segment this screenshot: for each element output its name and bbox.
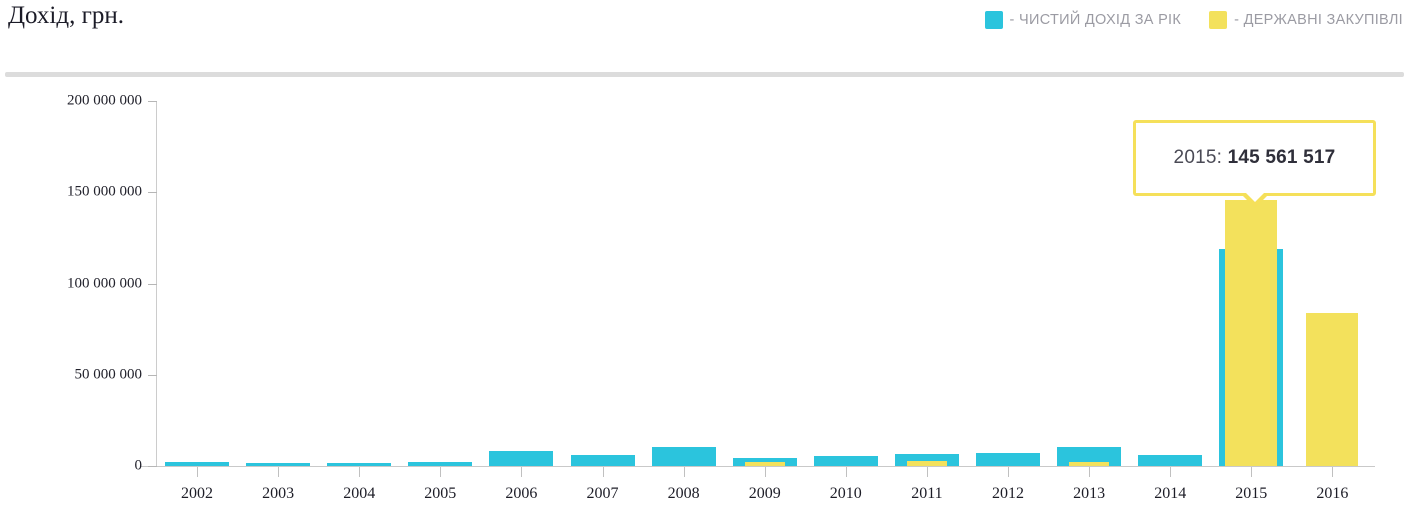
x-axis-label-2004: 2004 [343, 485, 376, 502]
page-title: Дохід, грн. [8, 2, 124, 29]
bar-net-income-2003[interactable] [246, 463, 311, 466]
x-axis-tick [440, 467, 441, 477]
bar-state-procurement-2015[interactable] [1225, 200, 1278, 466]
x-axis-tick [603, 467, 604, 477]
bar-state-procurement-2011[interactable] [906, 461, 947, 466]
x-axis-label-2003: 2003 [262, 485, 295, 502]
bar-net-income-2006[interactable] [489, 451, 554, 466]
x-axis-tick [765, 467, 766, 477]
tooltip-year: 2015: [1173, 147, 1223, 168]
bar-net-income-2005[interactable] [408, 462, 473, 466]
x-axis-label-2007: 2007 [586, 485, 619, 502]
tooltip-2015[interactable]: 2015: 145 561 517 [1133, 120, 1376, 196]
x-axis-tick [684, 467, 685, 477]
x-axis-label-2011: 2011 [911, 485, 943, 502]
bar-net-income-2010[interactable] [813, 456, 878, 466]
y-axis-tick [148, 374, 157, 376]
x-axis-tick [1089, 467, 1090, 477]
x-axis-tick [1251, 467, 1252, 477]
y-axis-label: 100 000 000 [67, 275, 142, 291]
legend-label-state-procurement: - ДЕРЖАВНІ ЗАКУПІВЛІ [1234, 12, 1403, 28]
bar-net-income-2012[interactable] [976, 452, 1040, 466]
y-axis-tick [148, 192, 157, 194]
legend-swatch-state-procurement [1209, 11, 1228, 29]
x-axis-tick [197, 467, 198, 477]
legend-item-net-income[interactable]: - ЧИСТИЙ ДОХІД ЗА РІК [984, 11, 1182, 29]
tooltip-text: 2015: 145 561 517 [1174, 147, 1336, 169]
bar-net-income-2007[interactable] [570, 454, 635, 466]
bar-state-procurement-2009[interactable] [744, 462, 785, 466]
x-axis-tick [521, 467, 522, 477]
bar-net-income-2002[interactable] [165, 462, 229, 466]
x-axis-label-2012: 2012 [992, 485, 1024, 502]
x-axis-label-2014: 2014 [1154, 485, 1187, 502]
header-divider [5, 72, 1404, 77]
y-axis-label-wrap: 100 000 000 [0, 275, 142, 301]
y-axis-label-wrap: 150 000 000 [0, 184, 142, 209]
x-axis-tick [927, 467, 928, 477]
x-axis-tick [846, 467, 847, 477]
x-axis-tick [278, 467, 279, 477]
bar-net-income-2011[interactable] [894, 454, 959, 466]
x-axis-label-2016: 2016 [1316, 485, 1349, 502]
legend-swatch-net-income [984, 11, 1003, 29]
y-axis-label-wrap: 200 000 000 [0, 93, 142, 118]
bars-layer [165, 200, 1359, 466]
x-axis-label-2013: 2013 [1073, 485, 1106, 502]
legend-label-net-income: - ЧИСТИЙ ДОХІД ЗА РІК [1009, 12, 1182, 28]
y-axis-label: 150 000 000 [67, 183, 142, 200]
y-axis-tick [148, 283, 157, 285]
x-axis-line [140, 466, 1375, 467]
x-axis-tick [1332, 467, 1333, 477]
y-axis-label: 50 000 000 [74, 366, 143, 383]
bar-net-income-2013[interactable] [1057, 447, 1122, 466]
x-axis-label-2006: 2006 [505, 485, 538, 502]
x-axis-label-2002: 2002 [181, 485, 213, 502]
x-axis-tick [359, 467, 360, 477]
bar-net-income-2008[interactable] [651, 447, 716, 466]
y-axis-label-wrap: 0 [0, 458, 143, 483]
bar-state-procurement-2016[interactable] [1306, 312, 1359, 466]
x-axis-label-2008: 2008 [667, 485, 700, 502]
y-axis-label-wrap: 50 000 000 [0, 366, 143, 392]
tooltip-value: 145 561 517 [1227, 147, 1336, 168]
chart-legend: - ЧИСТИЙ ДОХІД ЗА РІК - ДЕРЖАВНІ ЗАКУПІВ… [984, 11, 1403, 29]
y-axis-label: 0 [134, 457, 143, 474]
bar-net-income-2004[interactable] [327, 463, 392, 466]
x-axis-label-2009: 2009 [748, 485, 781, 502]
x-axis-label-2015: 2015 [1235, 485, 1268, 502]
bar-net-income-2014[interactable] [1138, 454, 1203, 466]
x-axis-label-2005: 2005 [424, 485, 457, 502]
y-axis-label: 200 000 000 [67, 92, 142, 109]
y-axis-tick [148, 466, 157, 467]
y-axis-tick [148, 101, 157, 102]
x-axis-label-2010: 2010 [829, 485, 862, 502]
tooltip-arrow-fill [1245, 192, 1265, 202]
chart-header: Дохід, грн. - ЧИСТИЙ ДОХІД ЗА РІК - ДЕРЖ… [0, 0, 1409, 72]
x-axis-tick [1008, 467, 1009, 477]
x-axis-tick [1170, 467, 1171, 477]
bar-state-procurement-2013[interactable] [1069, 462, 1110, 466]
legend-item-state-procurement[interactable]: - ДЕРЖАВНІ ЗАКУПІВЛІ [1209, 11, 1403, 29]
